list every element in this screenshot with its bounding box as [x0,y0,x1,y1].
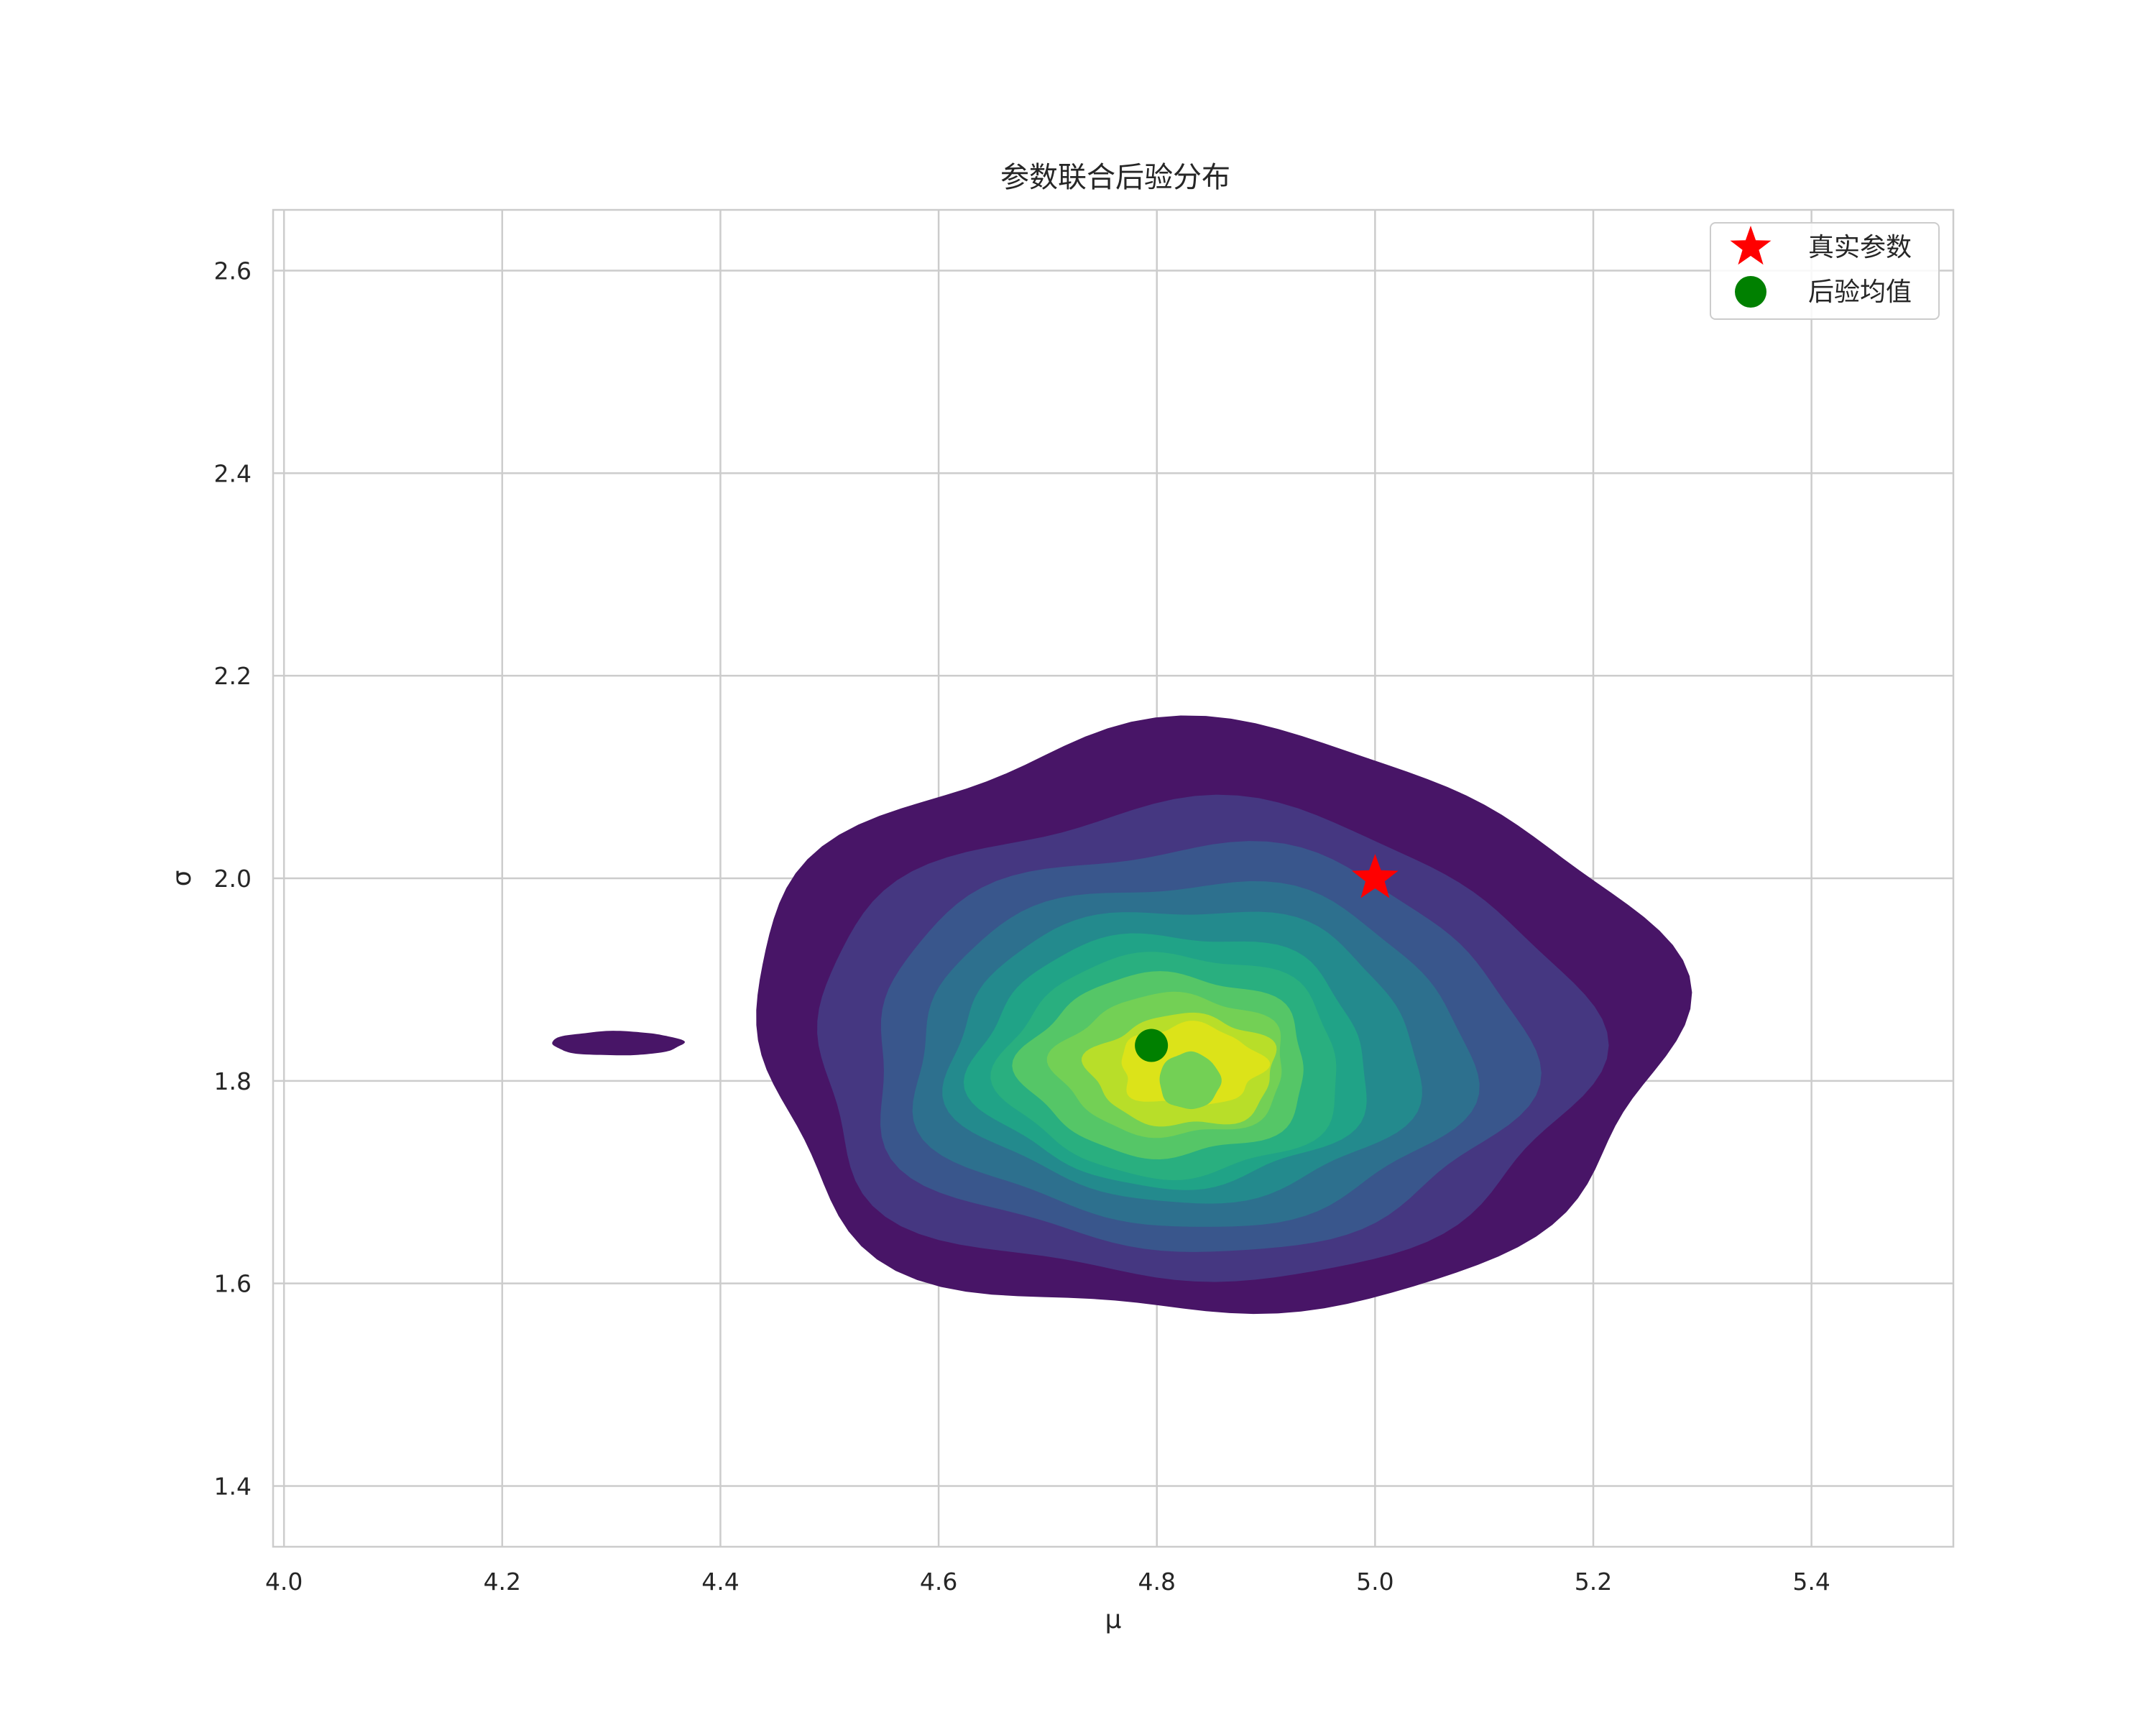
y-tick-label: 1.8 [214,1067,252,1095]
y-tick-label: 1.6 [214,1270,252,1298]
contour-layer [552,715,1692,1315]
chart-title: 参数联合后验分布 [1000,161,1230,194]
legend-label-posterior-mean: 后验均值 [1808,277,1912,307]
legend-entry-posterior-mean: 后验均值 [1735,276,1912,308]
contour-inner-dip [1159,1051,1222,1110]
x-tick-label: 4.2 [484,1568,521,1596]
x-axis-label: μ [1105,1605,1122,1634]
x-tick-label: 5.0 [1356,1568,1393,1596]
legend-circle-icon [1735,276,1766,308]
marker-layer [1135,854,1399,1062]
x-tick-labels: 4.0 4.2 4.4 4.6 4.8 5.0 5.2 5.4 [265,1568,1830,1596]
plot-frame [272,208,1955,1548]
posterior-mean-circle-marker [1135,1029,1169,1062]
true-params-star-marker [1352,854,1399,898]
y-tick-label: 2.2 [214,662,252,690]
y-tick-labels: 1.4 1.6 1.8 2.0 2.2 2.4 2.6 [214,257,252,1501]
y-tick-label: 2.4 [214,459,252,487]
legend-entry-true-params: 真实参数 [1730,226,1912,265]
plot-area [272,208,1955,1548]
legend: 真实参数 后验均值 [1710,222,1940,320]
x-tick-label: 4.0 [265,1568,303,1596]
legend-label-true-params: 真实参数 [1808,233,1912,262]
x-tick-label: 4.6 [920,1568,957,1596]
x-tick-label: 5.2 [1575,1568,1612,1596]
legend-star-icon [1730,226,1772,265]
y-tick-label: 1.4 [214,1472,252,1500]
x-tick-label: 5.4 [1792,1568,1830,1596]
legend-box [1710,222,1940,320]
y-tick-label: 2.0 [214,865,252,893]
x-tick-label: 4.4 [701,1568,739,1596]
contour-band-tail [552,1031,685,1056]
y-tick-label: 2.6 [214,257,252,285]
x-tick-label: 4.8 [1138,1568,1175,1596]
y-axis-label: σ [167,870,197,887]
